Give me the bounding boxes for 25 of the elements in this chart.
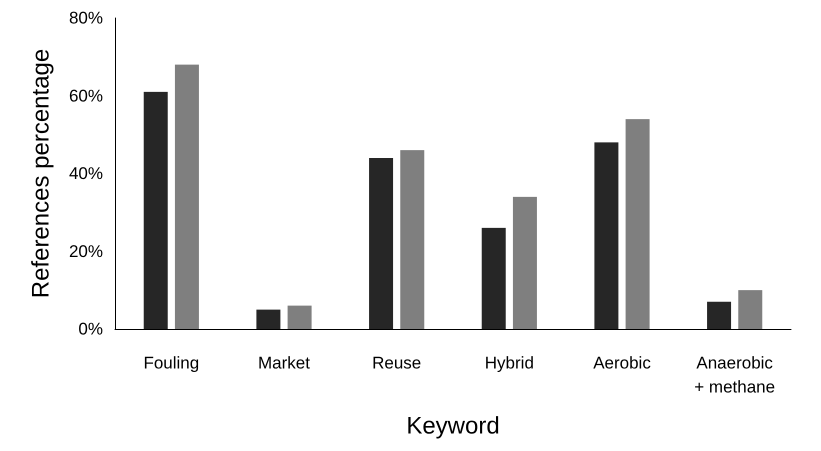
- x-tick-label: Fouling: [143, 354, 200, 372]
- bar: [144, 92, 168, 329]
- bar: [482, 228, 506, 329]
- bar: [626, 119, 650, 329]
- y-tick-label: 80%: [68, 8, 103, 28]
- x-tick-label: Market: [258, 354, 310, 372]
- bar: [256, 310, 280, 329]
- bar: [369, 158, 394, 329]
- x-axis-title: Keyword: [406, 412, 500, 440]
- bar: [738, 290, 762, 329]
- bar: [512, 196, 537, 329]
- x-tick-label: Hybrid: [484, 354, 534, 372]
- bar: [707, 302, 732, 329]
- x-tick-label: Aerobic: [593, 354, 652, 372]
- bar: [400, 150, 424, 329]
- bar: [288, 306, 312, 329]
- x-tick-label: Anaerobic + methane: [694, 354, 776, 396]
- y-axis-title: References percentage: [28, 48, 54, 298]
- bar: [174, 64, 199, 329]
- y-tick-label: 60%: [68, 86, 103, 106]
- y-tick-label: 20%: [68, 242, 103, 261]
- y-tick-label: 40%: [68, 164, 103, 183]
- y-tick-label: 0%: [78, 320, 103, 338]
- bar: [594, 142, 618, 329]
- x-tick-label: Reuse: [372, 354, 422, 372]
